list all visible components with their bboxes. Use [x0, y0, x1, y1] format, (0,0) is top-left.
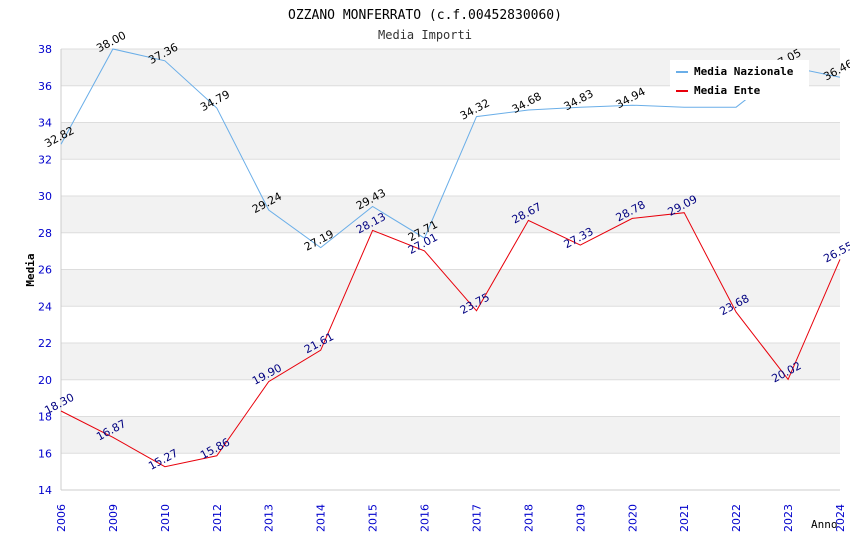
plot-band	[61, 122, 840, 160]
y-tick-label: 32	[38, 153, 52, 166]
plot-band	[61, 306, 840, 343]
plot-band	[61, 343, 840, 380]
y-tick-label: 30	[38, 190, 52, 203]
y-tick-label: 36	[38, 80, 52, 93]
x-tick-label: 2014	[315, 504, 328, 532]
legend-label-media-ente: Media Ente	[694, 84, 761, 97]
y-tick-label: 28	[38, 227, 52, 240]
y-tick-label: 34	[38, 117, 52, 130]
x-tick-label: 2017	[470, 504, 483, 532]
plot-band	[61, 416, 840, 454]
x-tick-label: 2012	[211, 504, 224, 532]
chart-subtitle: Media Importi	[378, 28, 472, 42]
legend-box	[670, 60, 809, 100]
x-tick-label: 2010	[159, 504, 172, 532]
plot-band	[61, 196, 840, 233]
x-tick-label: 2022	[730, 504, 743, 532]
y-tick-label: 20	[38, 374, 52, 387]
x-tick-label: 2018	[522, 504, 535, 532]
y-tick-label: 38	[38, 43, 52, 56]
plot-band	[61, 379, 840, 417]
plot-band	[61, 269, 840, 307]
legend-label-media-nazionale: Media Nazionale	[694, 65, 794, 78]
y-tick-label: 16	[38, 447, 52, 460]
axes	[60, 49, 840, 491]
y-tick-label: 24	[38, 300, 52, 313]
x-axis-tick-labels: 2006 2009 2010 2012 2013 2014 2015 2016 2017 2018…	[55, 504, 847, 532]
series-line-media-nazionale	[60, 48, 841, 249]
x-axis-label: Anno	[811, 518, 838, 531]
y-axis-label: Media	[24, 253, 37, 286]
legend: Media Nazionale Media Ente	[670, 60, 809, 100]
x-tick-label: 2024	[834, 504, 847, 532]
x-tick-label: 2006	[55, 504, 68, 532]
x-tick-label: 2021	[678, 504, 691, 532]
x-tick-label: 2016	[419, 504, 432, 532]
series-lines	[60, 48, 841, 468]
x-tick-label: 2009	[107, 504, 120, 532]
plot-band	[61, 453, 840, 490]
x-tick-label: 2023	[782, 504, 795, 532]
y-tick-label: 14	[38, 484, 52, 497]
plot-band	[61, 232, 840, 270]
chart-title: OZZANO MONFERRATO (c.f.00452830060)	[288, 8, 562, 23]
y-tick-label: 18	[38, 411, 52, 424]
series-line-media-ente	[60, 212, 841, 468]
x-tick-label: 2013	[263, 504, 276, 532]
plot-background-bands	[61, 49, 840, 490]
y-axis-tick-labels: 14 16 18 20 22 24 26 28 30 32 34 36 38	[38, 43, 52, 497]
x-tick-label: 2019	[574, 504, 587, 532]
y-tick-label: 22	[38, 337, 52, 350]
x-tick-label: 2020	[626, 504, 639, 532]
y-tick-label: 26	[38, 264, 52, 277]
x-tick-label: 2015	[367, 504, 380, 532]
